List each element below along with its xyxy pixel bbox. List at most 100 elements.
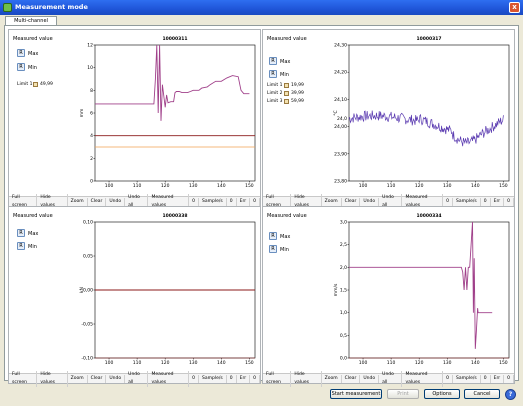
full-screen-button[interactable]: Full screen bbox=[9, 370, 38, 387]
limit-1-checkbox[interactable] bbox=[284, 83, 289, 88]
zoom-button[interactable]: Zoom bbox=[322, 197, 342, 206]
limit-2-label: Limit 2 bbox=[267, 91, 283, 96]
err-count: 0 bbox=[250, 197, 260, 206]
zoom-button[interactable]: Zoom bbox=[322, 374, 342, 383]
full-screen-button[interactable]: Full screen bbox=[263, 193, 292, 210]
undo-all-button[interactable]: Undo all bbox=[125, 193, 149, 210]
measured-values-label: Measured values bbox=[402, 370, 444, 387]
samples-label: Sample/s bbox=[199, 197, 227, 206]
reset-min-button[interactable]: R bbox=[17, 63, 25, 71]
x-tick-label: 150 bbox=[499, 183, 508, 189]
reset-min-button[interactable]: R bbox=[269, 245, 277, 253]
y-tick-label: 2,5 bbox=[340, 242, 347, 248]
err-label: Err bbox=[491, 374, 505, 383]
reset-min-button[interactable]: R bbox=[17, 242, 25, 250]
undo-button[interactable]: Undo bbox=[106, 197, 126, 206]
x-tick-label: 140 bbox=[471, 360, 480, 366]
y-tick-label: 23,80 bbox=[334, 179, 347, 185]
chart-10000317: 10000317 23,80 23,90 24,00 24,10 24,20 24,30 10… bbox=[331, 35, 514, 195]
reset-min-button[interactable]: R bbox=[269, 70, 277, 78]
clear-button[interactable]: Clear bbox=[342, 374, 361, 383]
zoom-button[interactable]: Zoom bbox=[68, 197, 88, 206]
y-axis-label: mm bbox=[80, 109, 85, 118]
reset-max-button[interactable]: R bbox=[269, 57, 277, 65]
x-tick-label: 120 bbox=[415, 360, 424, 366]
samples-label: Sample/s bbox=[199, 374, 227, 383]
x-tick-label: 150 bbox=[499, 360, 508, 366]
undo-button[interactable]: Undo bbox=[106, 374, 126, 383]
measured-values-label: Measured values bbox=[402, 193, 444, 210]
clear-button[interactable]: Clear bbox=[88, 374, 107, 383]
hide-values-button[interactable]: Hide values bbox=[291, 370, 322, 387]
reset-max-button[interactable]: R bbox=[17, 229, 25, 237]
x-tick-label: 130 bbox=[189, 360, 198, 366]
window-title: Measurement mode bbox=[15, 3, 88, 11]
limit-1-value: 49,99 bbox=[40, 82, 53, 87]
hide-values-button[interactable]: Hide values bbox=[37, 370, 68, 387]
x-tick-label: 110 bbox=[387, 183, 396, 189]
channel-panel-1: Measured value R Max R Min Limit 1 49,99… bbox=[8, 29, 261, 210]
help-icon[interactable]: ? bbox=[505, 389, 516, 400]
err-label: Err bbox=[237, 197, 251, 206]
panel-toolbar: Full screen Hide values Zoom Clear Undo Undo … bbox=[263, 370, 514, 387]
reset-max-button[interactable]: R bbox=[17, 49, 25, 57]
y-tick-label: 12 bbox=[87, 43, 93, 49]
x-tick-label: 100 bbox=[105, 183, 114, 189]
y-tick-label: 0,5 bbox=[340, 333, 347, 339]
y-tick-label: 1,5 bbox=[340, 288, 347, 294]
y-tick-label: 8 bbox=[90, 88, 93, 94]
chart-10000334: 10000334 0,0 0,5 1,0 1,5 2,0 2,5 3,0 100 110 120 13… bbox=[331, 212, 514, 372]
x-tick-label: 100 bbox=[105, 360, 114, 366]
close-button[interactable]: x bbox=[509, 2, 520, 13]
reset-max-button[interactable]: R bbox=[269, 232, 277, 240]
limit-1-value: 19,99 bbox=[291, 83, 304, 88]
app-icon bbox=[3, 3, 12, 12]
start-measurement-button[interactable]: Start measurement bbox=[330, 389, 382, 399]
measured-values-count: 0 bbox=[443, 197, 454, 206]
undo-all-button[interactable]: Undo all bbox=[379, 370, 403, 387]
x-tick-label: 150 bbox=[245, 183, 254, 189]
series-line bbox=[95, 44, 250, 121]
min-label: Min bbox=[280, 247, 289, 253]
measured-values-label: Measured values bbox=[148, 193, 190, 210]
y-tick-label: 2 bbox=[90, 156, 93, 162]
x-tick-label: 100 bbox=[359, 360, 368, 366]
y-tick-label: 24,10 bbox=[334, 97, 347, 103]
full-screen-button[interactable]: Full screen bbox=[9, 193, 38, 210]
zoom-button[interactable]: Zoom bbox=[68, 374, 88, 383]
undo-button[interactable]: Undo bbox=[360, 374, 380, 383]
chart-title: 10000334 bbox=[416, 213, 441, 219]
print-button[interactable]: Print bbox=[387, 389, 419, 399]
limit-2-value: 39,99 bbox=[291, 91, 304, 96]
hide-values-button[interactable]: Hide values bbox=[37, 193, 68, 210]
y-tick-label: 0,0 bbox=[340, 356, 347, 362]
clear-button[interactable]: Clear bbox=[88, 197, 107, 206]
options-button[interactable]: Options bbox=[424, 389, 460, 399]
undo-all-button[interactable]: Undo all bbox=[125, 370, 149, 387]
x-tick-label: 120 bbox=[161, 183, 170, 189]
cancel-button[interactable]: Cancel bbox=[464, 389, 500, 399]
full-screen-button[interactable]: Full screen bbox=[263, 370, 292, 387]
series-line bbox=[349, 221, 493, 349]
y-tick-label: -0,10 bbox=[81, 356, 93, 362]
limit-2-checkbox[interactable] bbox=[284, 91, 289, 96]
undo-button[interactable]: Undo bbox=[360, 197, 380, 206]
undo-all-button[interactable]: Undo all bbox=[379, 193, 403, 210]
samples-count: 0 bbox=[481, 197, 491, 206]
limit-1-label: Limit 1 bbox=[17, 82, 33, 87]
limit-1-checkbox[interactable] bbox=[33, 82, 38, 87]
channel-panel-4: Measured value R Max R Min 10000334 0,0 0,… bbox=[262, 206, 515, 387]
clear-button[interactable]: Clear bbox=[342, 197, 361, 206]
y-tick-label: 0,10 bbox=[83, 220, 93, 226]
series-line bbox=[348, 110, 504, 147]
panel-title: Measured value bbox=[267, 213, 307, 219]
y-tick-label: 24,00 bbox=[334, 124, 347, 130]
y-tick-label: 23,90 bbox=[334, 151, 347, 157]
limit-3-checkbox[interactable] bbox=[284, 99, 289, 104]
y-tick-label: 10 bbox=[87, 65, 93, 71]
title-bar: Measurement mode x bbox=[0, 0, 523, 15]
channel-panel-3: Measured value R Max R Min 10000338 -0,10… bbox=[8, 206, 261, 387]
x-tick-label: 140 bbox=[217, 360, 226, 366]
panel-title: Measured value bbox=[267, 36, 307, 42]
hide-values-button[interactable]: Hide values bbox=[291, 193, 322, 210]
